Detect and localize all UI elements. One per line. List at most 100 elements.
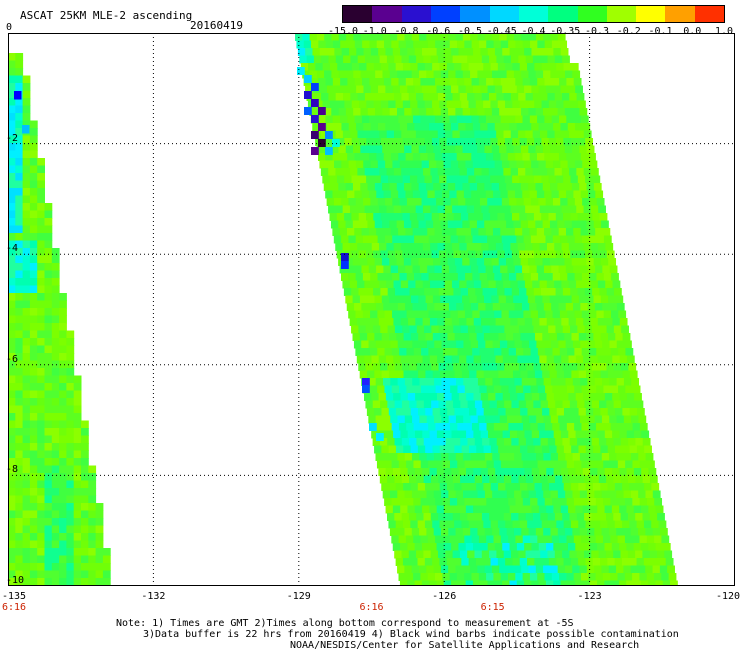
swath-cell: [74, 376, 82, 384]
swath-cell: [458, 123, 466, 131]
swath-cell: [52, 301, 60, 309]
swath-cell: [584, 131, 592, 139]
swath-cell: [399, 348, 407, 356]
swath-cell: [540, 243, 548, 251]
swath-cell: [409, 326, 417, 334]
swath-cell: [506, 408, 514, 416]
swath-cell: [485, 303, 493, 311]
swath-cell: [328, 93, 336, 101]
swath-cell: [441, 378, 449, 386]
swath-cell: [438, 438, 446, 446]
swath-cell: [597, 273, 605, 281]
swath-cell: [426, 296, 434, 304]
swath-cell: [452, 356, 460, 364]
swath-cell: [422, 161, 430, 169]
swath-cell: [52, 353, 60, 361]
swath-cell: [564, 296, 572, 304]
swath-cell: [376, 303, 384, 311]
swath-cell: [609, 566, 617, 574]
swath-cell: [521, 108, 529, 116]
swath-cell: [66, 518, 74, 526]
swath-cell: [610, 573, 618, 581]
swath-cell: [494, 236, 502, 244]
swath-cell: [524, 236, 532, 244]
swath-cell: [451, 506, 459, 514]
swath-cell: [577, 401, 585, 409]
swath-cell: [399, 78, 407, 86]
swath-cell: [565, 566, 573, 574]
swath-cell: [575, 198, 583, 206]
swath-cell: [359, 101, 367, 109]
swath-cell: [483, 521, 491, 529]
swath-cell: [437, 468, 445, 476]
swath-cell: [400, 236, 408, 244]
swath-cell: [395, 438, 403, 446]
swath-cell: [580, 416, 588, 424]
swath-cell: [507, 378, 515, 386]
swath-cell: [618, 311, 626, 319]
swath-cell: [390, 71, 398, 79]
swath-cell: [571, 371, 579, 379]
swath-cell: [350, 56, 358, 64]
swath-cell: [621, 401, 629, 409]
swath-cell: [486, 78, 494, 86]
swath-cell: [88, 533, 96, 541]
swath-cell: [529, 453, 537, 461]
swath-cell: [562, 513, 570, 521]
swath-cell: [565, 221, 573, 229]
swath-cell: [383, 266, 391, 274]
swath-cell: [430, 356, 438, 364]
swath-cell: [559, 536, 567, 544]
swath-cell: [520, 333, 528, 341]
swath-cell: [449, 453, 457, 461]
swath-cell: [546, 506, 554, 514]
swath-cell: [528, 71, 536, 79]
swath-cell: [457, 573, 465, 581]
swath-cell: [343, 206, 351, 214]
swath-cell: [472, 273, 480, 281]
swath-cell: [632, 498, 640, 506]
swath-cell: [52, 503, 60, 511]
swath-cell: [430, 431, 438, 439]
swath-cell: [339, 33, 347, 41]
swath-cell: [580, 303, 588, 311]
swath-cell: [586, 221, 594, 229]
swath-cell: [37, 511, 45, 519]
swath-cell: [481, 318, 489, 326]
swath-cell: [565, 183, 573, 191]
swath-cell: [480, 311, 488, 319]
swath-cell: [593, 483, 601, 491]
swath-cell: [531, 543, 539, 551]
swath-cell: [59, 421, 67, 429]
swath-cell: [528, 183, 536, 191]
swath-cell: [574, 573, 582, 581]
swath-cell: [383, 453, 391, 461]
swath-cell: [15, 308, 23, 316]
swath-cell: [552, 41, 560, 49]
swath-cell: [74, 466, 82, 474]
swath-cell: [484, 221, 492, 229]
swath-cell: [506, 296, 514, 304]
swath-cell: [397, 71, 405, 79]
swath-cell: [375, 296, 383, 304]
swath-cell: [486, 116, 494, 124]
swath-cell: [437, 431, 445, 439]
swath-cell: [465, 198, 473, 206]
swath-cell: [485, 71, 493, 79]
swath-cell: [15, 286, 23, 294]
swath-cell: [8, 413, 16, 421]
swath-cell: [454, 558, 462, 566]
swath-cell: [554, 281, 562, 289]
swath-cell: [335, 168, 343, 176]
swath-cell: [23, 316, 31, 324]
swath-cell: [505, 101, 513, 109]
swath-cell: [418, 408, 426, 416]
swath-cell: [510, 393, 518, 401]
swath-cell: [483, 251, 491, 259]
swath-cell: [37, 166, 45, 174]
swath-cell: [597, 236, 605, 244]
swath-cell: [572, 146, 580, 154]
swath-cell: [432, 521, 440, 529]
swath-cell: [429, 123, 437, 131]
swath-cell: [536, 378, 544, 386]
